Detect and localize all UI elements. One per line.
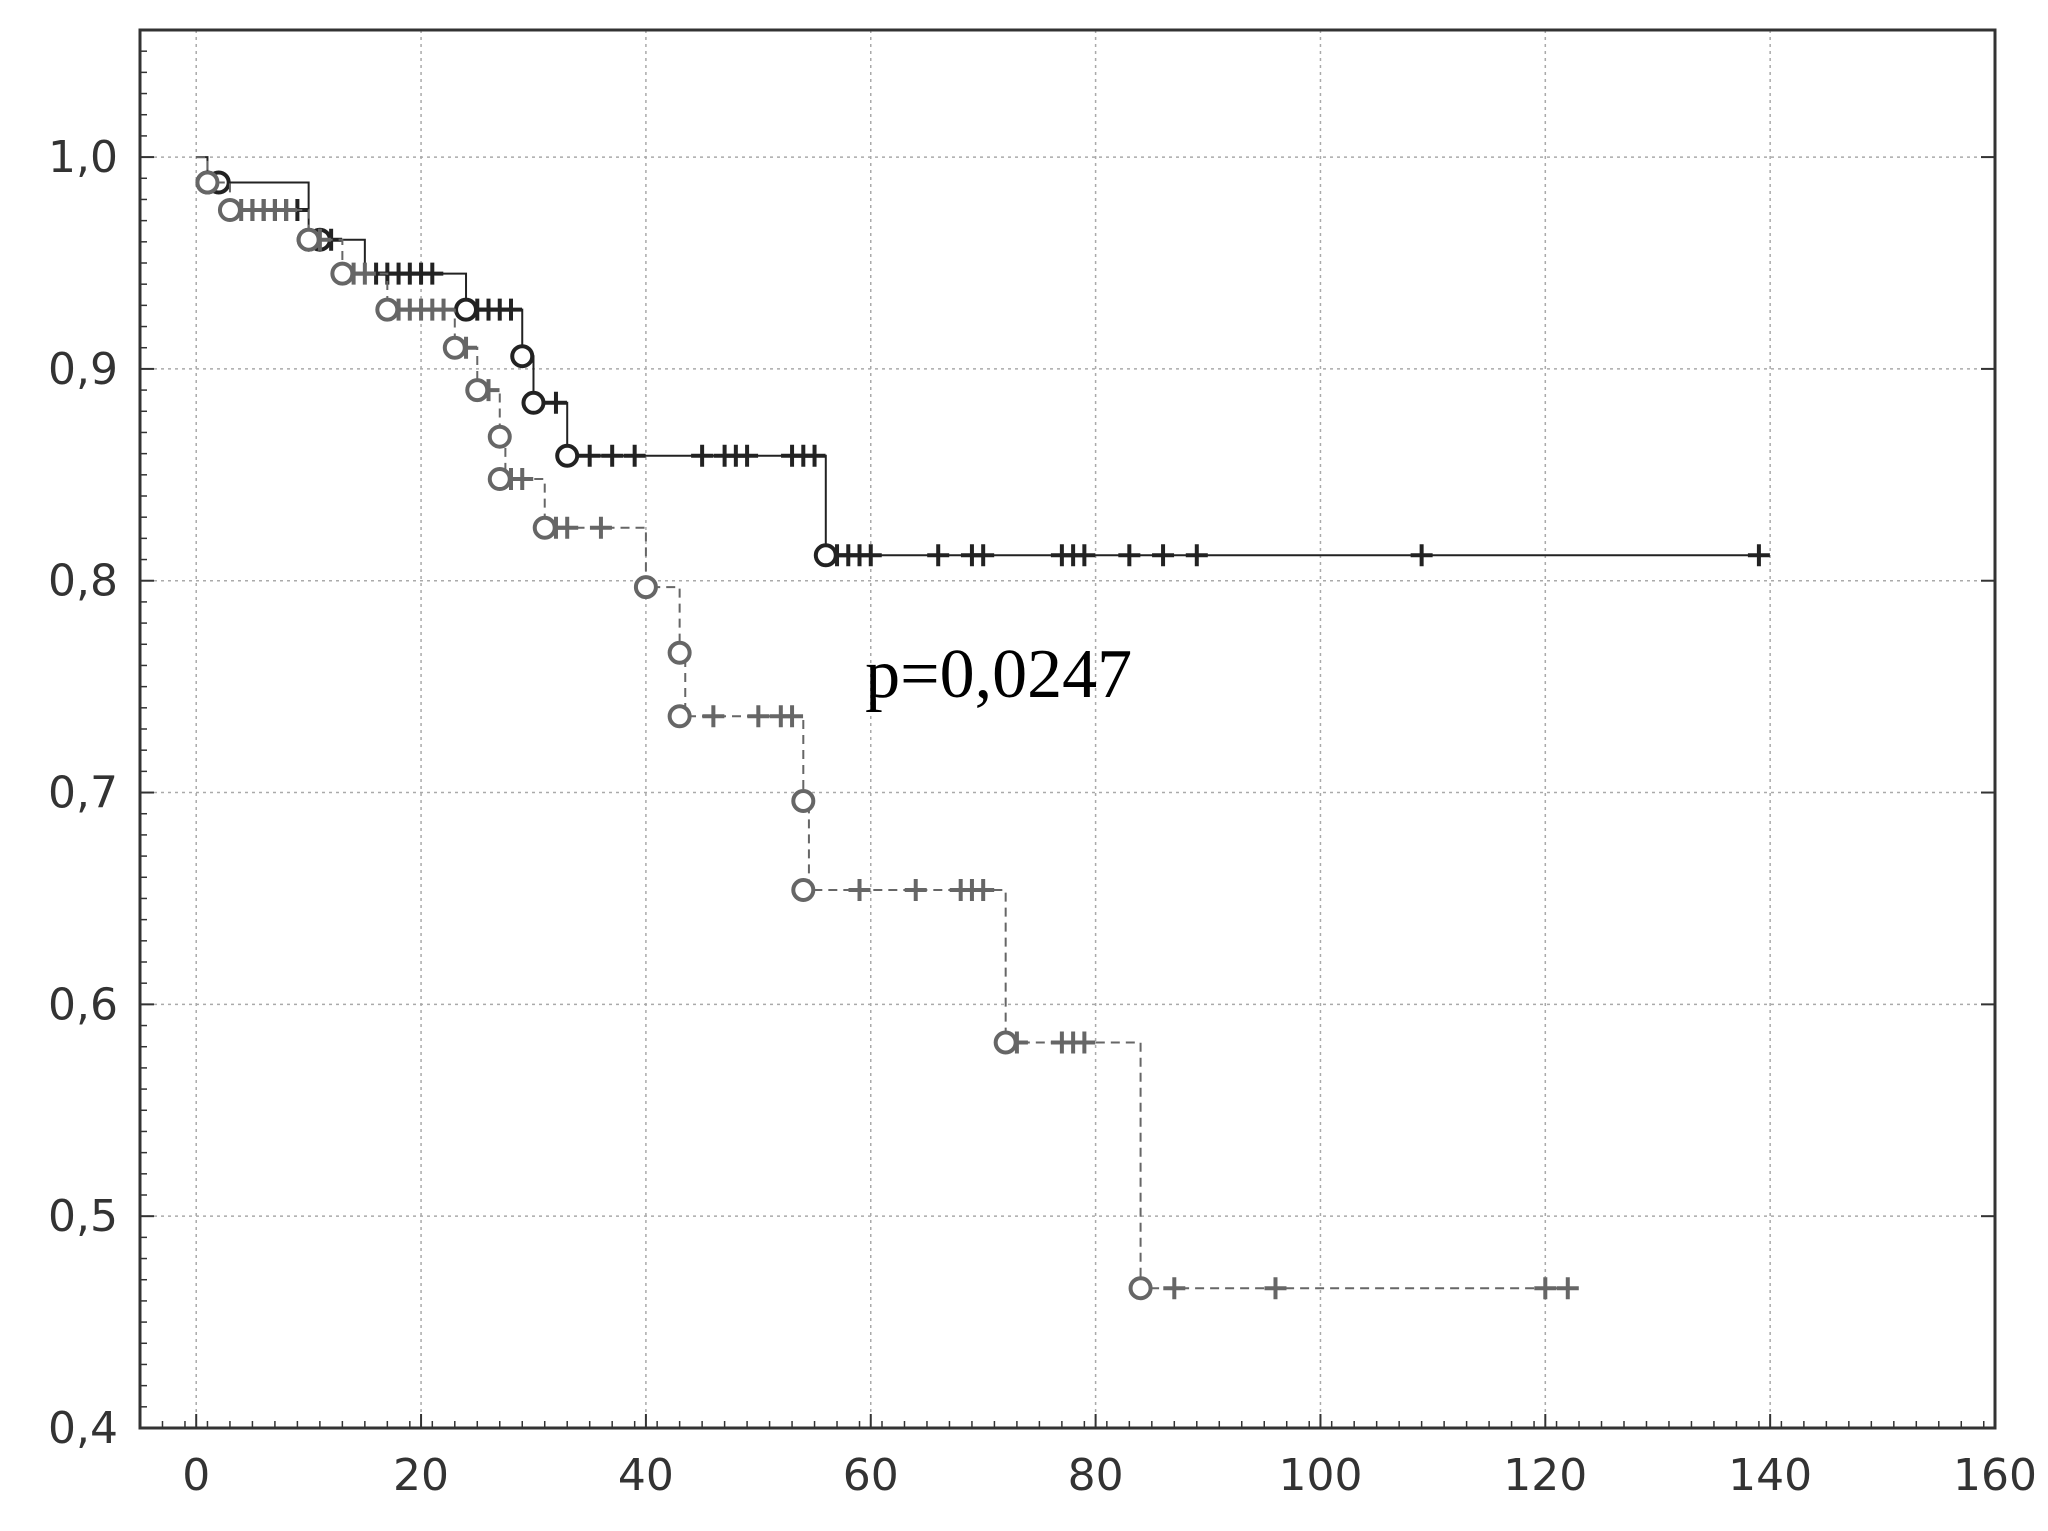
axis-ticks [139,50,1996,1429]
x-tick-label: 20 [393,1450,449,1501]
x-tick-label: 60 [843,1450,899,1501]
series-layer [195,156,1770,1301]
censor-mark [1152,544,1175,567]
x-tick-label: 160 [1953,1450,2037,1501]
event-marker [465,378,490,403]
y-tick-label: 0,4 [48,1403,118,1454]
censor-mark [904,878,927,901]
event-marker [791,789,816,814]
event-marker [375,297,400,322]
event-marker [1128,1276,1153,1301]
series-2 [195,156,1579,1301]
axis-tick-labels: 0 20 40 60 80 100 120 140 160 0,4 0,5 0,6 0,7 0,8 0,9 1… [48,132,2037,1501]
censor-mark [589,516,612,539]
censor-mark [927,544,950,567]
x-tick-label: 100 [1278,1450,1362,1501]
y-tick-label: 0,9 [48,344,118,395]
y-tick-label: 0,8 [48,556,118,607]
x-tick-label: 40 [618,1450,674,1501]
censor-mark [691,444,714,467]
event-marker [667,640,692,665]
censor-mark [1118,544,1141,567]
censor-mark [275,199,298,222]
event-marker [442,335,467,360]
censor-mark [747,705,770,728]
y-tick-label: 1,0 [48,132,118,183]
censor-mark [736,444,759,467]
event-marker [454,297,479,322]
censor-mark [511,468,534,491]
event-marker [791,877,816,902]
event-marker [667,704,692,729]
event-marker [487,467,512,492]
x-tick-label: 80 [1068,1450,1124,1501]
censor-mark [578,444,601,467]
censor-mark [432,298,455,321]
x-tick-label: 0 [182,1450,210,1501]
censor-mark [1163,1277,1186,1300]
event-marker [217,198,242,223]
censor-mark [1534,1277,1557,1300]
censor-mark [500,298,522,321]
p-value-annotation: p=0,0247 [865,636,1132,713]
censor-mark [972,878,995,901]
event-marker [633,575,658,600]
event-marker [487,424,512,449]
y-tick-label: 0,5 [48,1191,118,1242]
censor-mark [556,516,579,539]
censor-mark [1264,1277,1287,1300]
event-marker [532,515,557,540]
censor-mark [1073,1031,1096,1054]
censor-mark [353,262,376,285]
censor-mark [1556,1277,1579,1300]
event-marker [521,390,546,415]
x-tick-label: 140 [1728,1450,1812,1501]
censor-mark [601,444,624,467]
event-marker [510,344,535,369]
censor-mark [421,262,444,285]
censor-mark [623,444,646,467]
censor-mark [859,544,882,567]
y-tick-label: 0,7 [48,768,118,819]
x-tick-label: 120 [1503,1450,1587,1501]
censor-mark [848,878,871,901]
censor-mark [1747,544,1770,567]
censor-mark [781,705,804,728]
censor-mark [1073,544,1096,567]
event-marker [813,543,838,568]
y-tick-label: 0,6 [48,979,118,1030]
event-marker [195,170,220,195]
censor-mark [544,391,567,414]
event-marker [993,1030,1018,1055]
censor-mark [702,705,725,728]
censor-mark [1410,544,1433,567]
event-marker [296,227,321,252]
event-marker [555,443,580,468]
censor-mark [972,544,995,567]
censor-mark [803,444,826,467]
censor-mark [1185,544,1208,567]
event-marker [330,261,355,286]
